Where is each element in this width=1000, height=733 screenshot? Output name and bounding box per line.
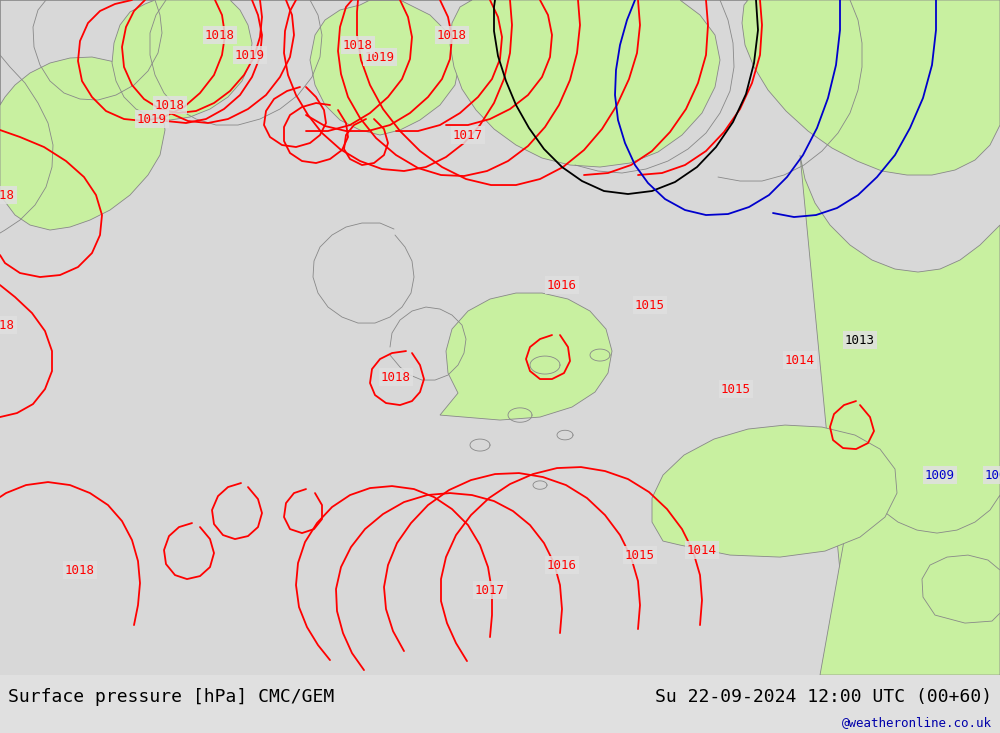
- Text: 1013: 1013: [845, 334, 875, 347]
- Polygon shape: [820, 440, 1000, 675]
- Text: 1018: 1018: [65, 564, 95, 577]
- Text: 1019: 1019: [235, 48, 265, 62]
- Polygon shape: [680, 0, 1000, 175]
- Text: 1009: 1009: [985, 468, 1000, 482]
- Text: 1015: 1015: [625, 548, 655, 561]
- Text: 1015: 1015: [721, 383, 751, 396]
- Text: 1018: 1018: [381, 371, 411, 383]
- Text: 1018: 1018: [0, 319, 15, 331]
- Text: 1019: 1019: [137, 113, 167, 125]
- Text: 1015: 1015: [635, 298, 665, 312]
- Polygon shape: [0, 0, 460, 135]
- Text: 1018: 1018: [437, 29, 467, 42]
- Text: 1019: 1019: [365, 51, 395, 64]
- Polygon shape: [440, 293, 612, 420]
- Polygon shape: [922, 555, 1000, 623]
- Text: 1016: 1016: [547, 279, 577, 292]
- Text: 1014: 1014: [785, 353, 815, 366]
- Text: 1016: 1016: [547, 559, 577, 572]
- Polygon shape: [800, 155, 1000, 675]
- Text: 1018: 1018: [0, 188, 15, 202]
- Text: 1018: 1018: [155, 98, 185, 111]
- Polygon shape: [652, 425, 897, 557]
- Text: 1018: 1018: [205, 29, 235, 42]
- Polygon shape: [112, 0, 252, 120]
- Text: 1018: 1018: [343, 39, 373, 51]
- Text: @weatheronline.co.uk: @weatheronline.co.uk: [842, 717, 992, 729]
- Text: Su 22-09-2024 12:00 UTC (00+60): Su 22-09-2024 12:00 UTC (00+60): [655, 688, 992, 706]
- Text: 1017: 1017: [475, 583, 505, 597]
- Polygon shape: [0, 0, 165, 230]
- Text: 1017: 1017: [453, 128, 483, 141]
- Text: 1014: 1014: [687, 544, 717, 556]
- Text: Surface pressure [hPa] CMC/GEM: Surface pressure [hPa] CMC/GEM: [8, 688, 334, 706]
- Text: 1009: 1009: [925, 468, 955, 482]
- Polygon shape: [310, 0, 720, 167]
